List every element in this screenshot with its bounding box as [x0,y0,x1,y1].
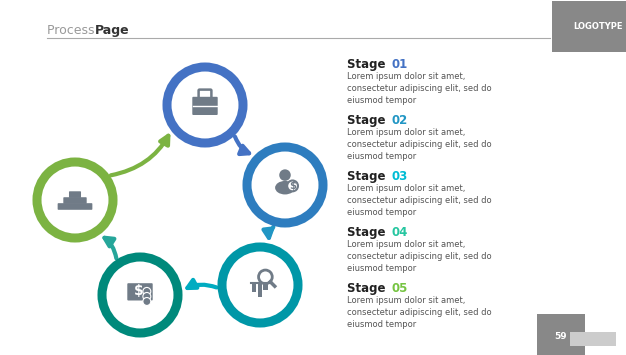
FancyArrowPatch shape [105,238,116,258]
Text: 05: 05 [391,282,408,295]
FancyArrowPatch shape [264,227,274,238]
Bar [257,283,262,297]
Circle shape [143,293,151,300]
Bar [264,283,268,290]
Circle shape [247,147,323,223]
FancyArrowPatch shape [235,137,249,154]
Circle shape [143,297,151,305]
Text: Lorem ipsum dolor sit amet,
consectetur adipiscing elit, sed do
eiusmod tempor: Lorem ipsum dolor sit amet, consectetur … [347,72,491,105]
Text: 03: 03 [391,170,408,183]
Text: Process: Process [47,24,98,37]
Bar [570,332,616,346]
Text: Lorem ipsum dolor sit amet,
consectetur adipiscing elit, sed do
eiusmod tempor: Lorem ipsum dolor sit amet, consectetur … [347,240,491,273]
FancyBboxPatch shape [69,203,81,210]
Text: 59: 59 [555,332,567,341]
Text: Lorem ipsum dolor sit amet,
consectetur adipiscing elit, sed do
eiusmod tempor: Lorem ipsum dolor sit amet, consectetur … [347,184,491,217]
Text: 02: 02 [391,114,408,127]
Text: Stage: Stage [347,114,389,127]
Text: LOGOTYPE: LOGOTYPE [573,22,622,31]
FancyBboxPatch shape [63,197,75,204]
Circle shape [143,288,151,295]
Text: Lorem ipsum dolor sit amet,
consectetur adipiscing elit, sed do
eiusmod tempor: Lorem ipsum dolor sit amet, consectetur … [347,296,491,329]
FancyBboxPatch shape [127,283,153,300]
Text: Stage: Stage [347,282,389,295]
FancyBboxPatch shape [69,191,81,198]
FancyBboxPatch shape [74,197,86,204]
FancyBboxPatch shape [58,203,69,210]
Text: $: $ [133,284,143,299]
Text: Lorem ipsum dolor sit amet,
consectetur adipiscing elit, sed do
eiusmod tempor: Lorem ipsum dolor sit amet, consectetur … [347,128,491,161]
Text: Stage: Stage [347,170,389,183]
Ellipse shape [275,181,295,195]
Text: 01: 01 [391,58,408,71]
FancyBboxPatch shape [192,97,218,115]
Text: Stage: Stage [347,226,389,239]
Circle shape [167,67,243,143]
Circle shape [102,257,178,333]
FancyArrowPatch shape [187,280,217,288]
Text: Stage: Stage [347,58,389,71]
Text: Page: Page [95,24,130,37]
Bar [252,283,257,292]
Text: $: $ [289,181,296,191]
Circle shape [287,180,298,191]
Circle shape [222,247,298,323]
FancyArrowPatch shape [111,136,168,175]
Circle shape [37,162,113,238]
FancyBboxPatch shape [80,203,93,210]
Circle shape [279,169,290,181]
Text: 04: 04 [391,226,408,239]
